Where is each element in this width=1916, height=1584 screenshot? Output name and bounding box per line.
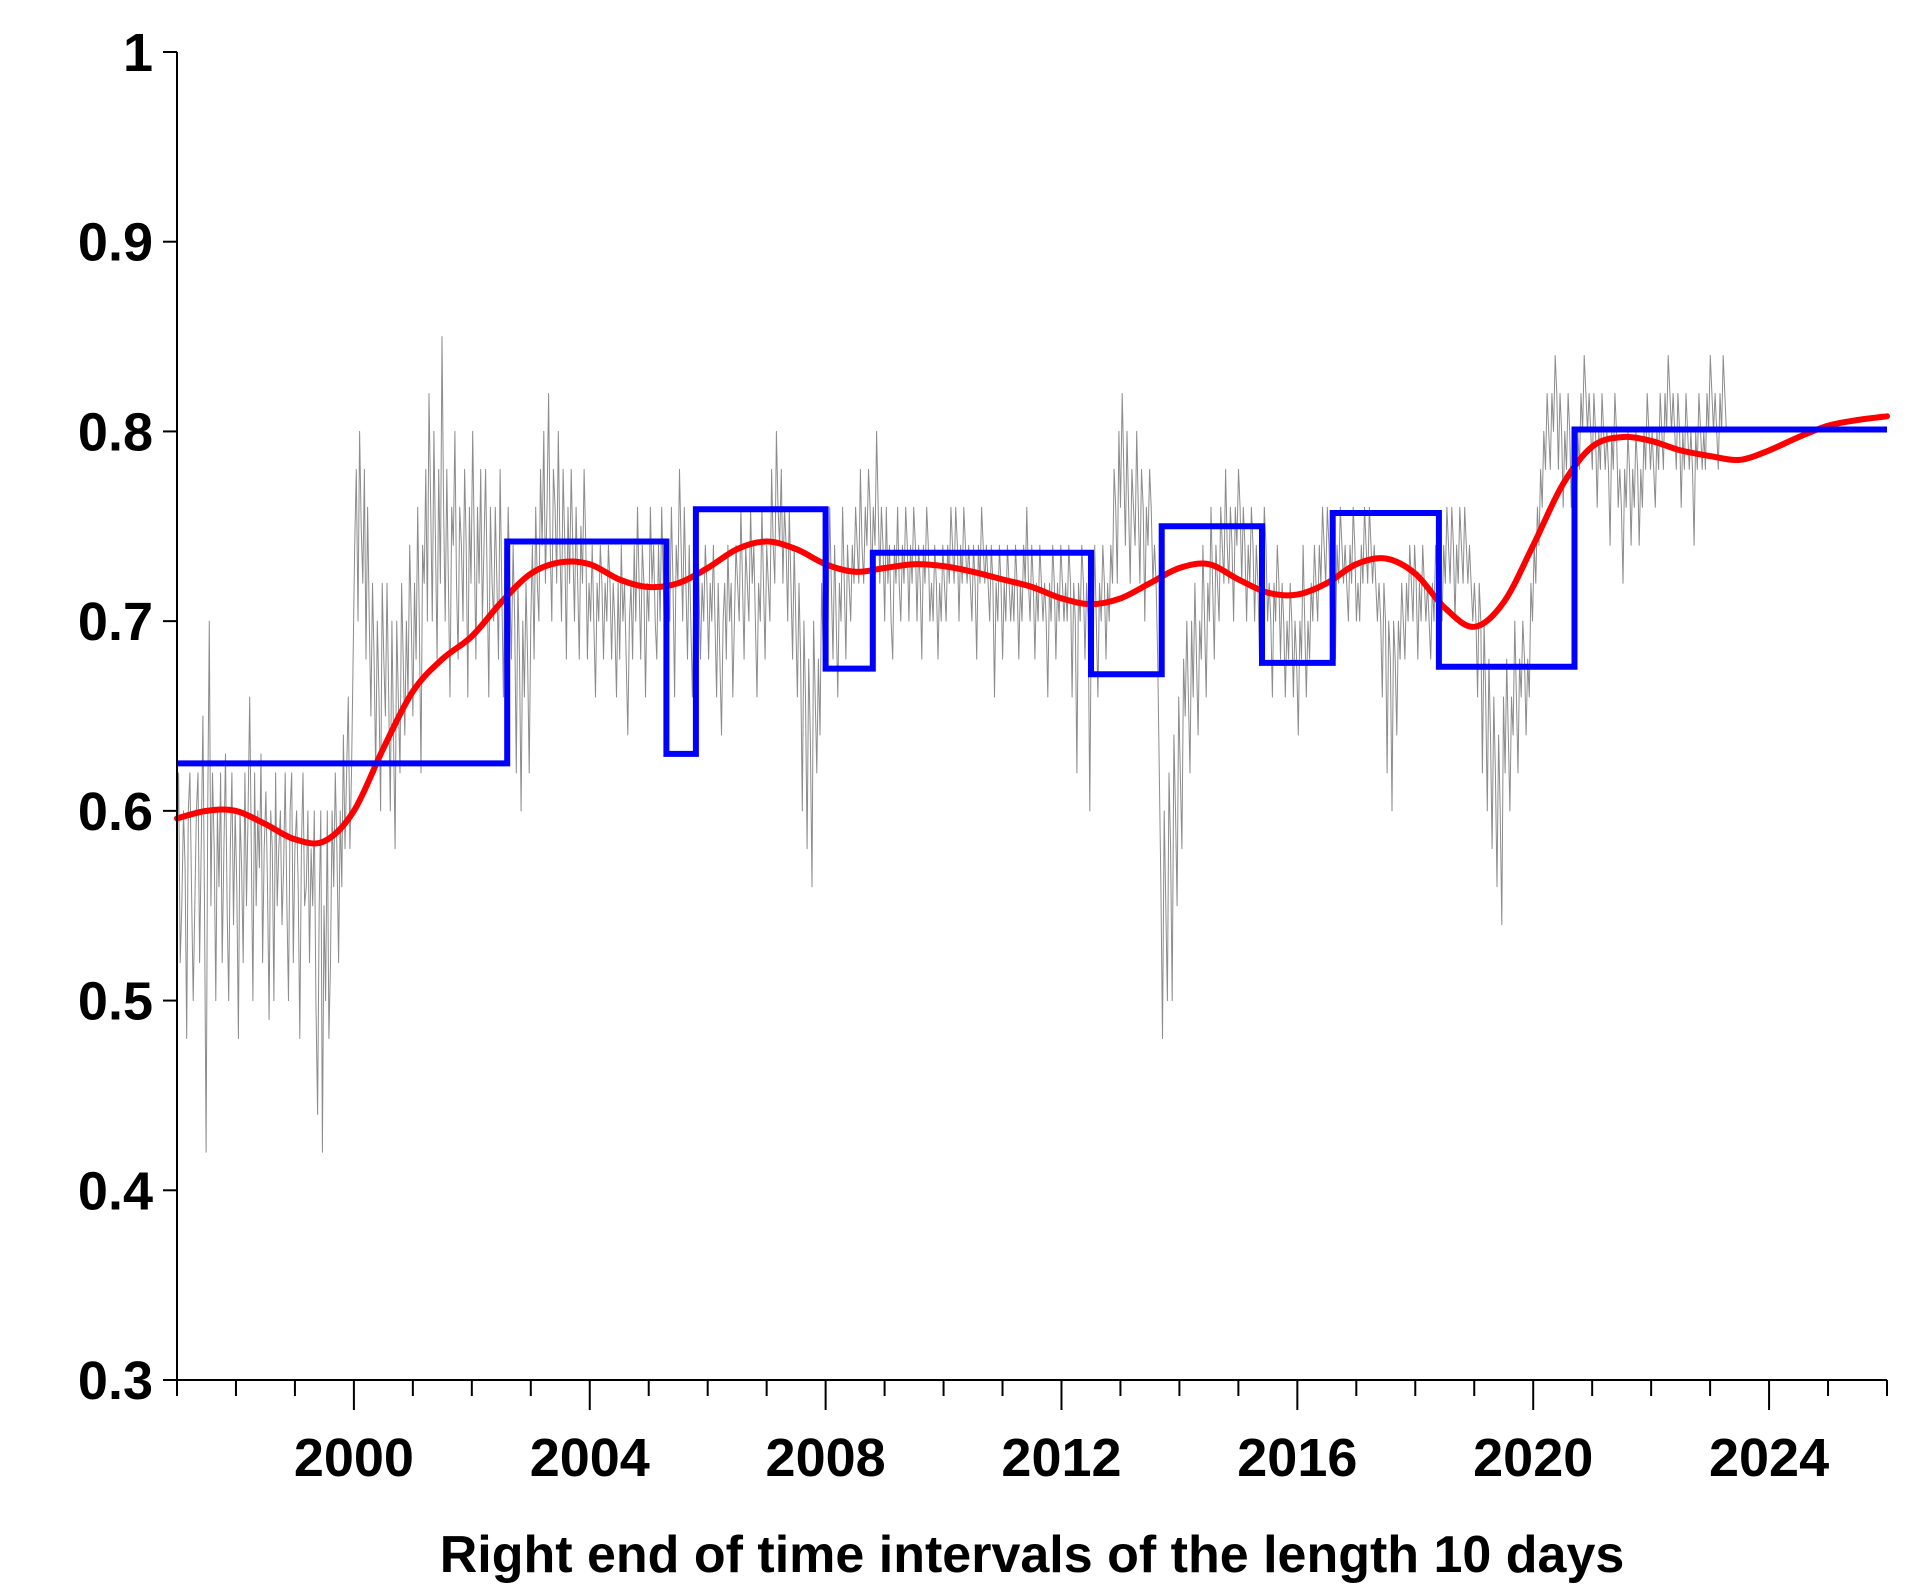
x-tick-label: 2008 <box>766 1428 886 1488</box>
y-tick-label: 0.9 <box>78 213 153 273</box>
y-tick-label: 0.8 <box>78 402 153 462</box>
y-tick-label: 0.7 <box>78 592 153 652</box>
y-tick-label: 0.6 <box>78 782 153 842</box>
axes <box>176 52 1887 1381</box>
x-tick-label: 2016 <box>1237 1428 1357 1488</box>
x-axis-title: Right end of time intervals of the lengt… <box>440 1526 1625 1584</box>
step-series-line <box>177 426 1887 767</box>
raw-series <box>176 336 1727 1153</box>
x-tick-label: 2020 <box>1473 1428 1593 1488</box>
x-tick-label: 2024 <box>1709 1428 1829 1488</box>
raw-series-line <box>176 336 1727 1153</box>
y-tick-label: 0.4 <box>78 1161 153 1221</box>
y-tick-label: 1 <box>123 23 153 83</box>
x-tick-label: 2000 <box>294 1428 414 1488</box>
y-axis-ticks: 0.3 0.4 0.5 0.6 0.7 0.8 0.9 1 <box>78 23 177 1411</box>
y-tick-label: 0.5 <box>78 972 153 1032</box>
x-tick-label: 2004 <box>530 1428 650 1488</box>
x-axis-ticks: 2000 2004 2008 2012 2016 2020 2024 <box>176 1380 1888 1488</box>
smoothed-series <box>174 413 1890 847</box>
x-tick-label: 2012 <box>1001 1428 1121 1488</box>
y-tick-label: 0.3 <box>78 1351 153 1411</box>
smooth-series-line <box>174 413 1890 847</box>
step-series <box>177 426 1887 767</box>
